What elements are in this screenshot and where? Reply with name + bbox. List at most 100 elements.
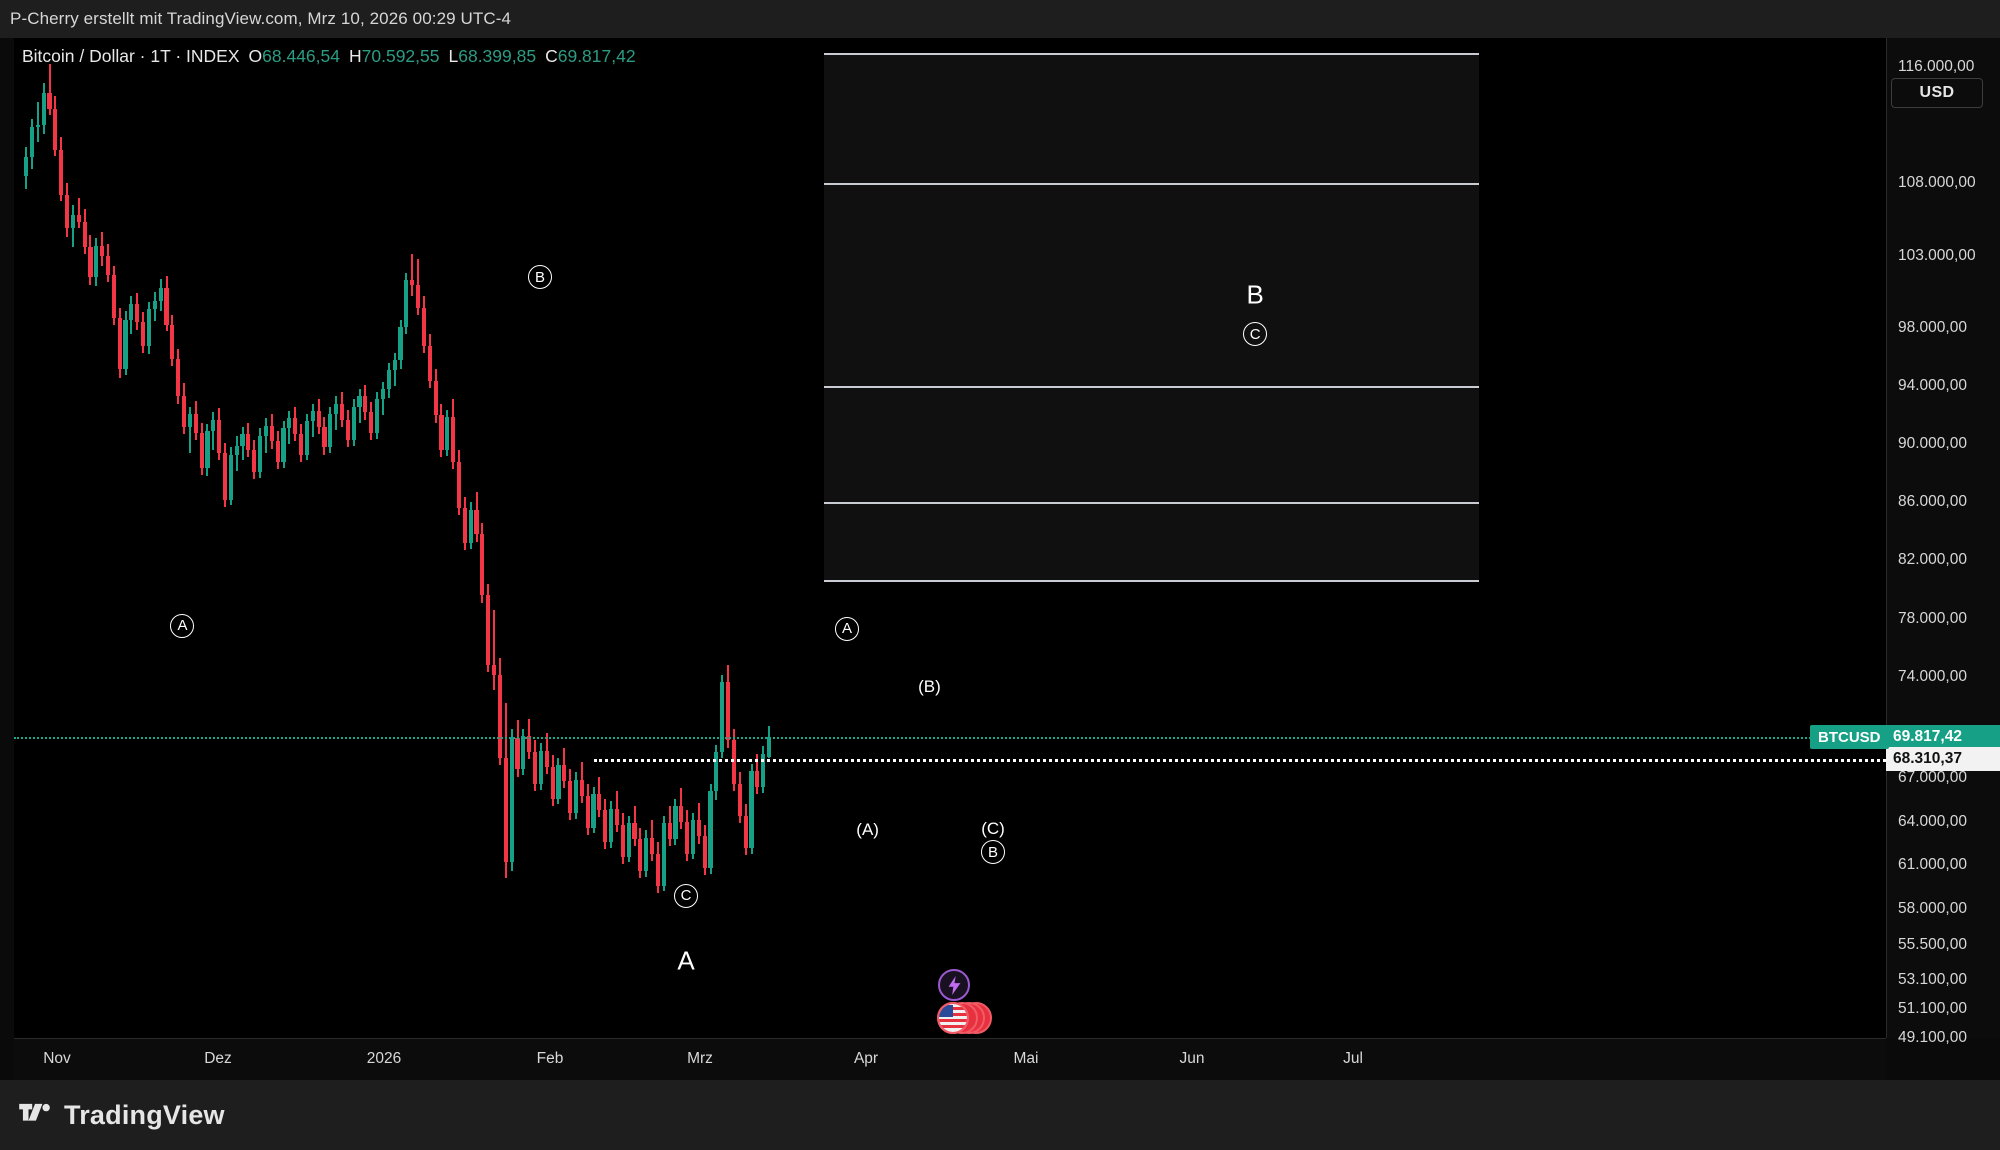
candle-body <box>632 823 637 840</box>
wave-label--10[interactable]: C <box>1243 322 1268 347</box>
wave-label--1[interactable]: B <box>528 265 553 290</box>
time-tick: Feb <box>536 1050 564 1067</box>
prev-close-badge: 68.310,37 <box>1886 747 2000 772</box>
candle-body <box>193 413 198 433</box>
wave-label-B-9[interactable]: B <box>1246 279 1264 310</box>
bolt-icon <box>948 975 960 995</box>
candle-body <box>655 853 660 886</box>
candle-body <box>620 824 625 857</box>
candle-body <box>41 93 46 126</box>
candle-body <box>468 509 473 544</box>
open-value: 68.446,54 <box>262 46 340 66</box>
wave-label-A-3[interactable]: A <box>677 945 695 976</box>
candle-body <box>486 595 491 665</box>
price-axis[interactable]: USD 116.000,00 108.000,00 103.000,00 98.000… <box>1886 38 2000 1046</box>
candle-body <box>398 326 403 361</box>
candle-body <box>521 736 526 770</box>
candle-body <box>158 287 163 301</box>
price-tick: 55.500,00 <box>1898 936 1967 954</box>
candle-body <box>720 682 725 753</box>
candle-body <box>228 454 233 500</box>
candle-body <box>339 403 345 420</box>
candle-body <box>269 425 274 442</box>
close-value: 69.817,42 <box>557 46 636 66</box>
candle-body <box>568 781 573 814</box>
candle-body <box>246 434 251 451</box>
candle-body <box>59 149 64 195</box>
candle-body <box>515 737 520 770</box>
candle-body <box>626 823 631 857</box>
candle-body <box>35 125 40 127</box>
price-tick: 86.000,00 <box>1898 493 1967 511</box>
candle-body <box>433 380 438 416</box>
candle-body <box>293 418 298 435</box>
candle-body <box>351 406 356 441</box>
time-tick: Nov <box>43 1050 71 1067</box>
time-tick: Mai <box>1013 1050 1039 1067</box>
candle-body <box>649 837 655 854</box>
wave-label-A-6[interactable]: (A) <box>856 820 879 840</box>
tradingview-logo-icon <box>19 1103 50 1121</box>
price-tick: 98.000,00 <box>1898 319 1967 337</box>
candle-body <box>386 370 391 390</box>
candle-body <box>749 770 754 848</box>
time-tick: Dez <box>204 1050 232 1067</box>
candle-body <box>415 284 421 308</box>
candle-wick <box>48 64 51 115</box>
price-tick: 90.000,00 <box>1898 435 1967 453</box>
lightning-bolt-emoji[interactable] <box>938 969 970 1001</box>
candle-body <box>170 325 175 359</box>
open-key: O <box>248 46 263 66</box>
candle-body <box>556 765 561 799</box>
target-zone-box[interactable] <box>824 52 1479 583</box>
candle-body <box>64 194 70 229</box>
candle-body <box>579 779 584 796</box>
candle-body <box>591 794 596 828</box>
candle-body <box>474 509 479 535</box>
chart-frame[interactable]: A B C A A (B) (A) (C) B B C Bitcoin / Dollar · 1T … <box>14 38 1886 1038</box>
price-tick: 51.100,00 <box>1898 999 1967 1017</box>
wave-label-B-5[interactable]: (B) <box>918 676 941 696</box>
candle-body <box>644 837 649 872</box>
candle-wick <box>493 609 496 690</box>
high-value: 70.592,55 <box>361 46 440 66</box>
candle-body <box>667 823 672 840</box>
candle-body <box>527 736 532 753</box>
candle-body <box>211 419 216 432</box>
usa-flag-discs-emoji[interactable] <box>936 1001 992 1035</box>
candle-body <box>404 280 409 327</box>
candle-body <box>322 426 327 448</box>
wave-label-C-7[interactable]: (C) <box>981 819 1005 838</box>
candle-body <box>673 805 678 840</box>
time-axis[interactable]: Nov Dez 2026 Feb Mrz Apr Mai Jun Jul <box>14 1038 1886 1080</box>
candle-body <box>714 752 719 792</box>
wave-label--2[interactable]: C <box>674 883 699 908</box>
candle-body <box>696 820 701 837</box>
candle-body <box>743 815 748 848</box>
candle-body <box>445 416 450 451</box>
candle-wick <box>188 406 191 454</box>
price-tick: 49.100,00 <box>1898 1029 1967 1046</box>
symbol-title[interactable]: Bitcoin / Dollar · 1T · INDEX <box>22 46 240 66</box>
watermark-text: P-Cherry erstellt mit TradingView.com, M… <box>10 9 512 28</box>
candle-body <box>480 534 485 596</box>
currency-badge[interactable]: USD <box>1891 78 1983 108</box>
candle-body <box>146 309 152 346</box>
candle-body <box>609 808 614 843</box>
candle-body <box>503 757 508 863</box>
chart-pane[interactable]: A B C A A (B) (A) (C) B B C <box>14 38 1886 1038</box>
wave-label--0[interactable]: A <box>170 613 195 638</box>
candle-wick <box>212 412 215 451</box>
wave-label--4[interactable]: A <box>835 616 860 641</box>
candle-body <box>766 737 772 758</box>
candle-body <box>287 418 292 429</box>
low-value: 68.399,85 <box>458 46 537 66</box>
candle-body <box>100 245 105 256</box>
candle-body <box>357 396 362 407</box>
candle-body <box>661 823 666 886</box>
target-zone-divider <box>824 386 1479 389</box>
candle-body <box>573 779 579 814</box>
wave-label--8[interactable]: B <box>981 840 1006 865</box>
candle-body <box>199 432 204 468</box>
